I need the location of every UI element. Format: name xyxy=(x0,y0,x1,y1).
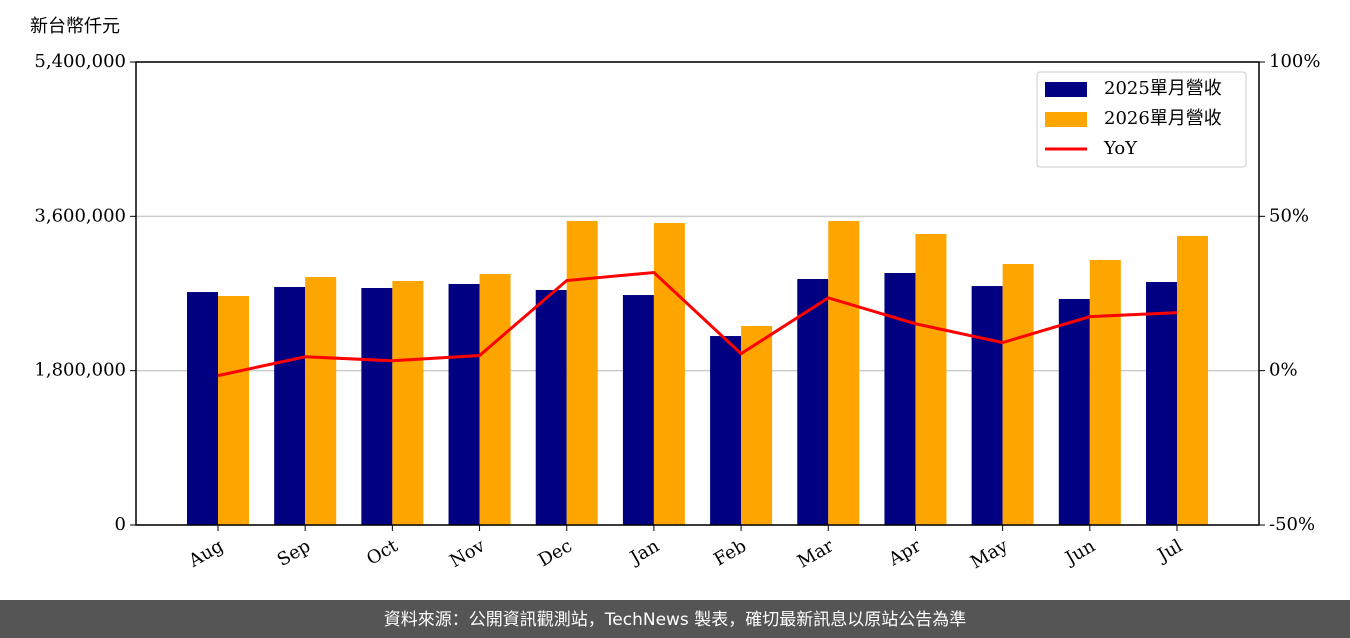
x-tick-label: Mar xyxy=(794,535,838,572)
legend: 2025單月營收 2026單月營收 YoY xyxy=(1036,71,1247,168)
x-tick-label: Oct xyxy=(363,535,402,570)
bar xyxy=(622,295,654,525)
bar xyxy=(1058,298,1090,525)
line xyxy=(217,270,1178,378)
bar xyxy=(305,277,337,525)
bar xyxy=(566,220,598,526)
y-tick-label: 5,400,000 xyxy=(34,51,126,72)
plot-frame xyxy=(135,61,1260,526)
y-tick-label: 1,800,000 xyxy=(34,360,126,381)
x-tick-label: Nov xyxy=(446,535,489,572)
footer-band xyxy=(0,600,1350,638)
bar xyxy=(915,233,947,526)
bar xyxy=(274,286,306,525)
bar xyxy=(710,336,742,525)
legend-label: 2026單月營收 xyxy=(1104,108,1222,129)
bar xyxy=(1146,282,1177,525)
bar xyxy=(392,280,424,525)
legend-label: 2025單月營收 xyxy=(1104,78,1222,99)
bar xyxy=(479,274,511,525)
footer: 資料來源：公開資訊觀測站，TechNews 製表，確切最新訊息以原站公告為準 xyxy=(384,610,966,630)
x-tick-label: Aug xyxy=(184,535,227,572)
y2-tick-label: 50% xyxy=(1269,205,1309,226)
x-tick-label: Jan xyxy=(625,535,663,569)
y2-tick-label: 100% xyxy=(1269,51,1320,72)
bar xyxy=(797,279,829,525)
x-tick-label: Dec xyxy=(535,535,576,571)
x-tick-label: Jun xyxy=(1060,535,1099,570)
x-tick-label: Jul xyxy=(1152,535,1186,567)
bar xyxy=(828,220,860,526)
y-tick-label: 3,600,000 xyxy=(34,205,126,226)
x-tick-label: Feb xyxy=(710,535,750,570)
legend-swatch xyxy=(1045,112,1087,127)
bar xyxy=(884,273,916,525)
bar xyxy=(971,286,1003,525)
y2-tick-label: 0% xyxy=(1269,360,1298,381)
y-tick-label: 0 xyxy=(115,514,126,535)
legend-label: YoY xyxy=(1103,138,1138,159)
bar xyxy=(1177,235,1208,525)
bar xyxy=(218,295,249,525)
y-axis-label: 新台幣仟元 xyxy=(30,16,120,37)
x-tick-label: May xyxy=(967,535,1012,573)
bar xyxy=(448,283,480,525)
bar xyxy=(535,289,567,525)
bar xyxy=(1089,259,1121,525)
y2-tick-label: -50% xyxy=(1269,514,1315,535)
legend-box xyxy=(1036,71,1247,168)
x-tick-label: Apr xyxy=(884,535,924,570)
legend-swatch xyxy=(1045,82,1087,97)
bar xyxy=(653,223,685,525)
bar xyxy=(187,292,218,525)
x-tick-label: Sep xyxy=(274,535,314,570)
bar xyxy=(741,325,773,525)
bar xyxy=(361,288,393,525)
bar xyxy=(1002,264,1034,525)
